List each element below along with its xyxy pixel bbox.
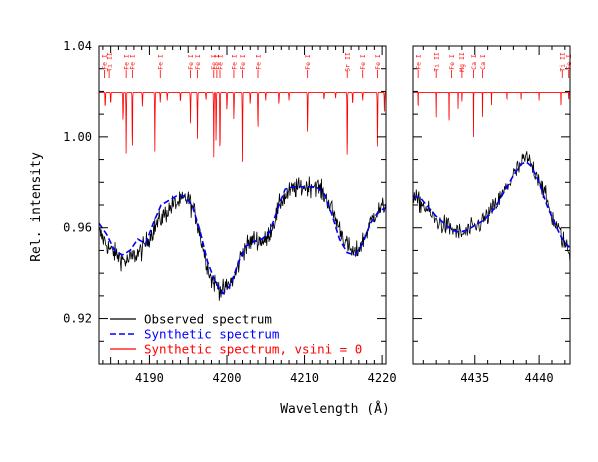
line-label: Fe I [213, 54, 221, 70]
line-label: Ti II [559, 52, 567, 72]
line-labels: Fe ITi II Fe IFe I Fe I Fe IFe I Fe IFe IFe … [101, 52, 382, 78]
x-ticks [422, 46, 566, 364]
line-label: Fe I [374, 54, 382, 70]
line-label: Fe I [187, 54, 195, 70]
x-tick-label: 4220 [368, 371, 397, 385]
line-label: Ca I [470, 54, 478, 70]
x-axis-label: Wavelength (Å) [280, 401, 390, 417]
plot-area [413, 92, 570, 264]
line-label: Fe I [304, 54, 312, 70]
synthetic-spectrum-line [413, 160, 570, 249]
line-label: Fe I [359, 54, 367, 70]
line-label: Ti II [432, 52, 440, 72]
y-ticks [99, 45, 386, 365]
line-label: Fe I [157, 54, 165, 70]
x-tick-label: 4200 [213, 371, 242, 385]
line-label: Sr II [344, 52, 352, 72]
x-tick-label: 4440 [525, 371, 554, 385]
line-label: Fe I [448, 54, 456, 70]
line-label: Mg II [458, 52, 466, 72]
legend-label: Synthetic spectrum, vsini = 0 [144, 342, 362, 357]
line-label: Fe I [210, 54, 218, 70]
y-tick-label: 1.04 [63, 39, 92, 53]
line-label: Ti II [105, 52, 113, 72]
line-label: Fe I [194, 54, 202, 70]
x-tick-label: 4190 [135, 371, 164, 385]
line-label: Fe I [216, 54, 224, 70]
observed-spectrum-line [413, 151, 570, 264]
x-ticks [102, 46, 383, 364]
line-label: Fe I [254, 54, 262, 70]
x-tick-label: 4210 [290, 371, 319, 385]
line-label: Ca I [479, 54, 487, 70]
line-label: Fe I [414, 54, 422, 70]
synthetic-unbroadened-line [99, 92, 386, 162]
line-label: Fe I [230, 54, 238, 70]
synthetic-spectrum-line [99, 186, 386, 295]
observed-spectrum-line [99, 176, 386, 301]
line-label: Fe I [565, 54, 573, 70]
y-axis-label: Rel. intensity [29, 152, 44, 262]
y-tick-label: 0.96 [63, 221, 92, 235]
synthetic-unbroadened-line [413, 92, 570, 138]
legend-label: Synthetic spectrum [144, 327, 279, 342]
legend-label: Observed spectrum [144, 312, 272, 327]
line-label: Fe I [129, 54, 137, 70]
line-label: Fe I [122, 54, 130, 70]
y-ticks [413, 45, 570, 365]
y-tick-label: 0.92 [63, 312, 92, 326]
y-tick-labels: 0.92 0.96 1.00 1.04 [63, 39, 92, 326]
line-label: Fe I [101, 54, 109, 70]
plot-area [99, 92, 386, 301]
x-tick-label: 4435 [460, 371, 489, 385]
y-tick-label: 1.00 [63, 130, 92, 144]
line-label: Fe I [239, 54, 247, 70]
